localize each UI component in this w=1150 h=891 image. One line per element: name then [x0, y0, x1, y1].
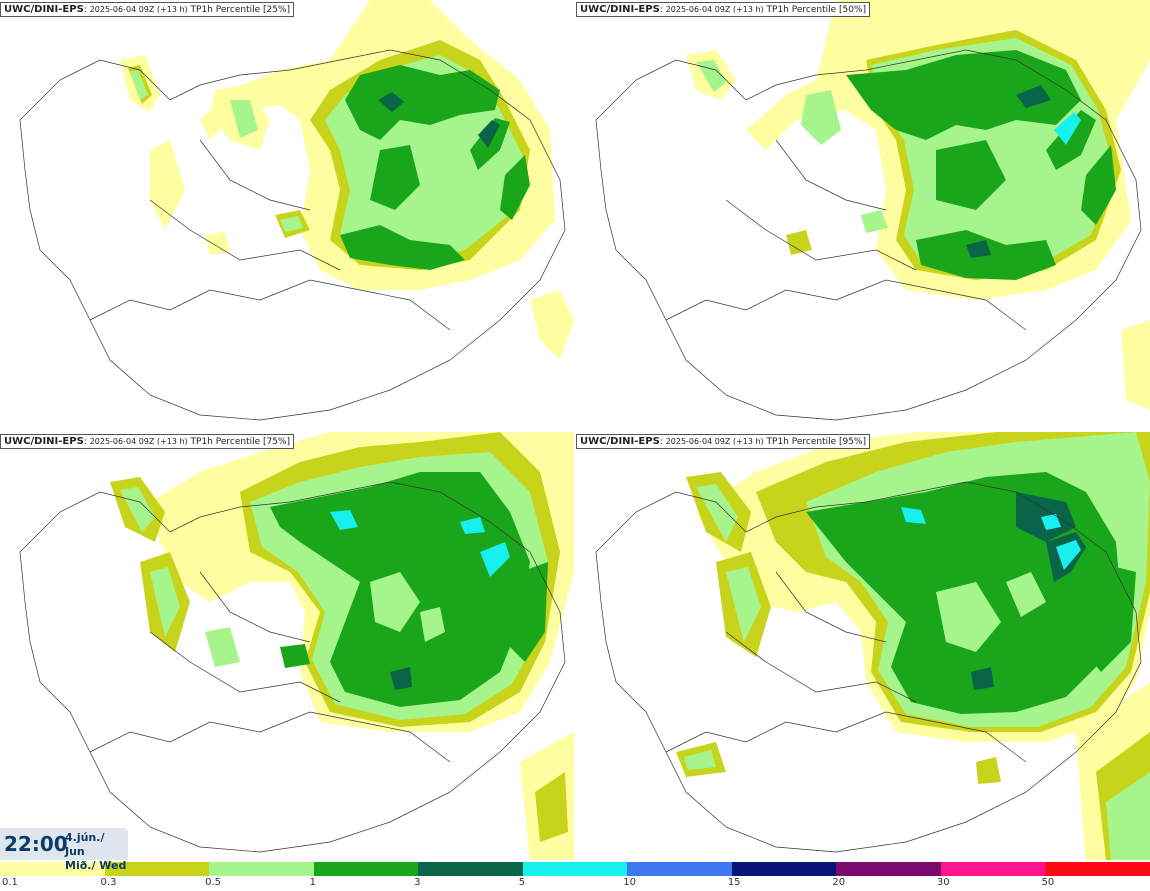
- precip-shading: [676, 432, 1150, 860]
- legend-swatch: [731, 862, 837, 876]
- legend-tick-label: 0.3: [100, 877, 117, 888]
- legend-tick-label: 1: [309, 877, 316, 888]
- legend-tick-label: 5: [518, 877, 526, 888]
- valid-time-box: 22:00 4.jún./ Jun Mið./ Wed: [0, 828, 128, 872]
- valid-date-line2: Mið./ Wed: [65, 859, 127, 872]
- legend-swatch: [0, 862, 105, 876]
- legend-swatch: [104, 862, 210, 876]
- panel-title: UWC/DINI-EPS: 2025-06-04 09Z (+13 h) TP1…: [0, 434, 295, 449]
- panel-title: UWC/DINI-EPS: 2025-06-04 09Z (+13 h) TP1…: [576, 434, 871, 449]
- legend-tick-label: 10: [623, 877, 636, 888]
- legend-swatch: [209, 862, 315, 876]
- precip-shading: [686, 0, 1150, 410]
- map-panel-p25: UWC/DINI-EPS: 2025-06-04 09Z (+13 h) TP1…: [0, 0, 574, 428]
- map-panel-p75: UWC/DINI-EPS: 2025-06-04 09Z (+13 h) TP1…: [0, 432, 574, 860]
- legend-tick-label: 15: [727, 877, 741, 888]
- precip-shading: [120, 0, 574, 360]
- legend-swatch: [418, 862, 524, 876]
- legend-tick-label: 30: [936, 877, 950, 888]
- legend-swatch: [522, 862, 628, 876]
- map-panel-p50: UWC/DINI-EPS: 2025-06-04 09Z (+13 h) TP1…: [576, 0, 1150, 428]
- coastline: [595, 481, 1142, 853]
- valid-time: 22:00: [4, 832, 68, 856]
- valid-date: 4.jún./ Jun Mið./ Wed: [65, 831, 128, 873]
- legend-swatch: [1045, 862, 1150, 876]
- legend-swatch: [836, 862, 942, 876]
- valid-date-line1: 4.jún./ Jun: [65, 831, 105, 858]
- precip-map-p50: [595, 0, 1150, 421]
- coastline: [19, 49, 566, 421]
- legend-tick-label: 0.1: [2, 877, 18, 888]
- coastline: [595, 49, 1142, 421]
- legend-tick-label: 50: [1041, 877, 1055, 888]
- coastline: [19, 481, 566, 853]
- legend-swatch: [940, 862, 1046, 876]
- legend-swatch: [627, 862, 733, 876]
- precip-map-p75: [19, 432, 574, 860]
- legend-tick-label: 3: [414, 877, 421, 888]
- precip-map-p25: [19, 0, 574, 421]
- map-panel-p95: UWC/DINI-EPS: 2025-06-04 09Z (+13 h) TP1…: [576, 432, 1150, 860]
- color-legend: 0.1 0.3 0.5 1 3 5 10 15 20 30 50: [0, 862, 1150, 891]
- precip-map-p95: [595, 432, 1150, 860]
- legend-tick-label: 20: [832, 877, 846, 888]
- panel-title: UWC/DINI-EPS: 2025-06-04 09Z (+13 h) TP1…: [0, 2, 295, 17]
- precip-shading: [110, 432, 574, 860]
- legend-tick-label: 0.5: [205, 877, 221, 888]
- legend-swatch: [313, 862, 419, 876]
- panel-title: UWC/DINI-EPS: 2025-06-04 09Z (+13 h) TP1…: [576, 2, 871, 17]
